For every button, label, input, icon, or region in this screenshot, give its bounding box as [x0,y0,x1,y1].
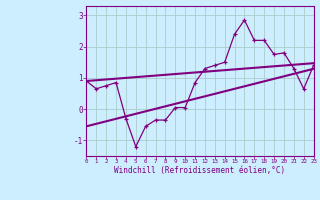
X-axis label: Windchill (Refroidissement éolien,°C): Windchill (Refroidissement éolien,°C) [115,166,285,175]
